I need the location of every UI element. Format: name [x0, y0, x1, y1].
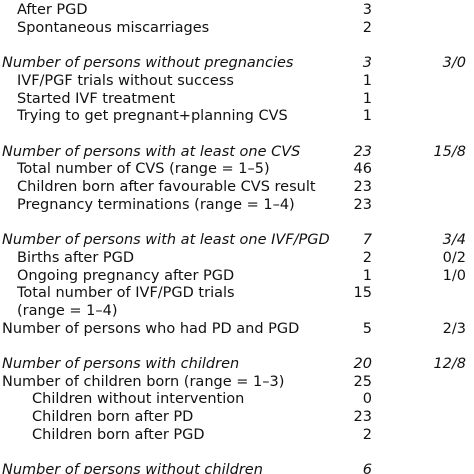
row-label: Births after PGD	[17, 249, 135, 266]
row-split: 2/3	[442, 320, 466, 337]
table-row: After PGD 3	[0, 1, 474, 19]
row-label: Spontaneous miscarriages	[17, 19, 210, 36]
row-count: 5	[362, 320, 372, 337]
table-row: Number of persons who had PD and PGD 5 2/3	[0, 320, 474, 338]
table-row: Children born after favourable CVS resul…	[0, 178, 474, 196]
row-count: 1	[362, 108, 372, 125]
table-row: Spontaneous miscarriages 2	[0, 19, 474, 37]
row-label: Number of persons with at least one IVF/…	[2, 232, 330, 249]
row-label: Total number of IVF/PGD trials	[17, 285, 235, 302]
row-count: 23	[353, 179, 372, 195]
row-label: Number of persons with at least one CVS	[2, 143, 301, 160]
table-row: Ongoing pregnancy after PGD 1 1/0	[0, 267, 474, 285]
row-count: 23	[353, 196, 372, 213]
row-count: 2	[362, 426, 372, 443]
table-row: (range = 1–4)	[0, 302, 474, 320]
row-split: 0/2	[442, 249, 466, 266]
row-count: 25	[353, 373, 372, 390]
row-label: Number of persons without children	[2, 462, 263, 474]
table-row: Total number of IVF/PGD trials 15	[0, 284, 474, 302]
row-label: Children born after favourable CVS resul…	[17, 179, 316, 195]
row-count: 7	[362, 232, 372, 249]
row-count: 3	[362, 2, 372, 18]
row-label: After PGD	[17, 2, 88, 18]
table-row: Number of children born (range = 1–3) 25	[0, 373, 474, 391]
row-count: 46	[353, 161, 372, 178]
row-count: 1	[362, 90, 372, 107]
row-label: Number of persons with children	[2, 356, 240, 372]
table-row: Trying to get pregnant+planning CVS 1	[0, 107, 474, 125]
row-count: 20	[353, 356, 372, 372]
row-label: IVF/PGF trials without success	[17, 72, 234, 89]
row-label: Children born after PD	[32, 409, 194, 426]
row-count: 15	[353, 285, 372, 302]
row-label: Number of persons who had PD and PGD	[2, 320, 300, 337]
row-label: Trying to get pregnant+planning CVS	[17, 108, 288, 125]
table-row: Children born after PGD 2	[0, 426, 474, 444]
row-label: Started IVF treatment	[17, 90, 176, 107]
row-label: Ongoing pregnancy after PGD	[17, 267, 235, 284]
row-count: 0	[362, 391, 372, 408]
row-split: 3/4	[442, 232, 466, 249]
row-split: 3/0	[442, 55, 466, 72]
row-label: Number of persons without pregnancies	[2, 55, 294, 72]
row-split: 1/0	[442, 267, 466, 284]
row-label: (range = 1–4)	[17, 302, 118, 319]
table-row: Births after PGD 2 0/2	[0, 249, 474, 267]
table-row: Started IVF treatment 1	[0, 90, 474, 108]
table-row: Total number of CVS (range = 1–5) 46	[0, 160, 474, 178]
row-label: Children without intervention	[32, 391, 245, 408]
row-label: Pregnancy terminations (range = 1–4)	[17, 196, 295, 213]
table-row: Number of persons with at least one CVS 2…	[0, 143, 474, 161]
table-row: Children without intervention 0	[0, 390, 474, 408]
table-row: IVF/PGF trials without success 1	[0, 72, 474, 90]
table-row: Number of persons without children 6	[0, 461, 474, 474]
table-row: Number of persons with at least one IVF/…	[0, 231, 474, 249]
table-row: Pregnancy terminations (range = 1–4) 23	[0, 196, 474, 214]
row-split: 12/8	[433, 356, 466, 372]
table-row: Children born after PD 23	[0, 408, 474, 426]
row-count: 2	[362, 19, 372, 36]
row-count: 6	[362, 462, 372, 474]
row-count: 1	[362, 267, 372, 284]
row-label: Children born after PGD	[32, 426, 205, 443]
row-count: 3	[362, 55, 372, 72]
row-count: 1	[362, 72, 372, 89]
row-label: Total number of CVS (range = 1–5)	[17, 161, 270, 178]
table-row: Number of persons without pregnancies 3 3/…	[0, 54, 474, 72]
row-label: Number of children born (range = 1–3)	[2, 373, 285, 390]
row-split: 15/8	[433, 143, 466, 160]
row-count: 23	[353, 409, 372, 426]
row-count: 2	[362, 249, 372, 266]
table-row: Number of persons with children 20 12/8	[0, 355, 474, 373]
row-count: 23	[353, 143, 372, 160]
